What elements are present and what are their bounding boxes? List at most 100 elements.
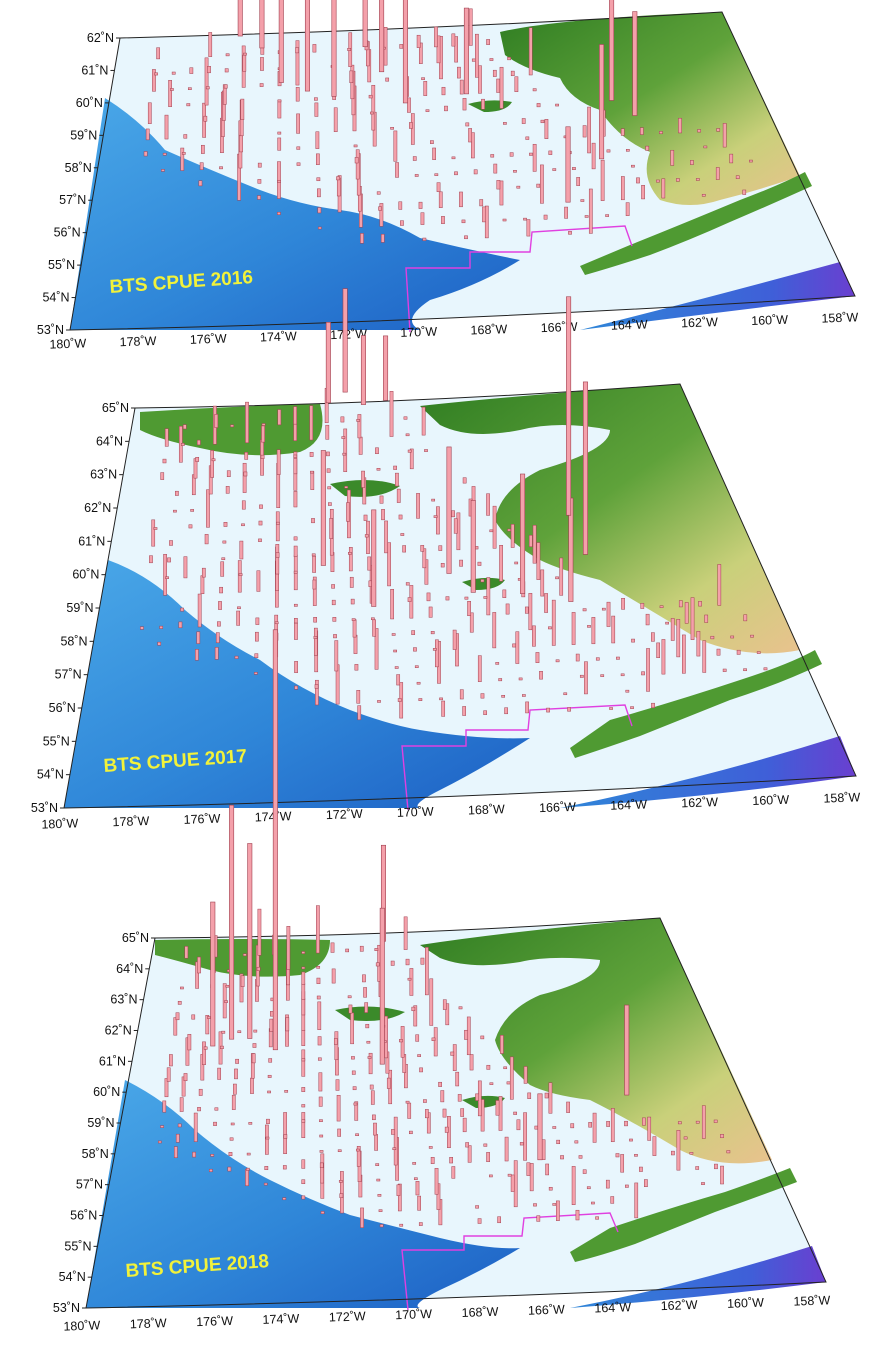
cpue-bar xyxy=(231,1094,236,1110)
cpue-bar xyxy=(468,128,472,143)
cpue-bar xyxy=(332,617,337,622)
cpue-bar-tall xyxy=(379,907,385,1065)
longitude-label: 174˚W xyxy=(262,1312,299,1327)
cpue-bar xyxy=(478,65,482,94)
cpue-bar xyxy=(629,1138,633,1142)
cpue-bar xyxy=(320,1211,325,1214)
cpue-bar xyxy=(497,1216,501,1224)
cpue-bar xyxy=(187,87,192,90)
cpue-bar xyxy=(584,661,588,695)
cpue-bar xyxy=(636,177,640,184)
cpue-bar-tall xyxy=(609,0,615,101)
cpue-bar-tall xyxy=(247,843,253,1039)
cpue-bar xyxy=(211,458,216,462)
cpue-bar xyxy=(645,613,650,626)
cpue-bar-tall xyxy=(565,126,571,203)
cpue-bar xyxy=(600,159,605,201)
cpue-bar-tall xyxy=(379,0,385,73)
cpue-bar xyxy=(492,69,497,77)
alaska-mainland xyxy=(420,384,800,654)
cpue-bar xyxy=(548,1186,553,1191)
cpue-bar xyxy=(423,81,428,96)
cpue-bar xyxy=(615,1153,620,1158)
cpue-bar xyxy=(234,655,239,659)
cpue-bar xyxy=(293,458,298,475)
cpue-bar xyxy=(696,631,701,657)
cpue-bar xyxy=(340,1171,344,1214)
cpue-bar xyxy=(678,117,682,134)
cpue-bar xyxy=(341,436,346,439)
longitude-label: 164˚W xyxy=(611,317,648,332)
cpue-bar xyxy=(434,26,438,48)
cpue-bar xyxy=(168,80,172,107)
cpue-bar xyxy=(469,612,474,633)
cpue-bar xyxy=(464,596,469,600)
cpue-bar xyxy=(378,206,382,211)
cpue-bar xyxy=(665,621,669,625)
cpue-bar xyxy=(595,657,600,661)
cpue-bar xyxy=(210,1154,215,1157)
cpue-bar xyxy=(697,129,701,133)
cpue-bar xyxy=(372,1114,376,1121)
cpue-bar xyxy=(661,639,666,675)
cpue-bar xyxy=(334,1031,339,1061)
cpue-bar xyxy=(393,649,397,653)
longitude-label: 168˚W xyxy=(470,322,507,337)
cpue-bar xyxy=(418,201,423,209)
alaska-peninsula xyxy=(580,172,812,275)
cpue-bar xyxy=(354,664,359,671)
cpue-bar xyxy=(245,1167,250,1171)
cpue-bar xyxy=(246,1152,251,1156)
cpue-bar xyxy=(390,589,394,620)
cpue-bar xyxy=(644,1179,648,1187)
cpue-bar xyxy=(233,1083,237,1095)
cpue-bar xyxy=(367,556,372,571)
cpue-bar xyxy=(223,84,228,89)
cpue-bar-tall xyxy=(210,901,216,1047)
cpue-bar xyxy=(238,573,243,576)
cpue-bar xyxy=(452,629,457,650)
cpue-bar xyxy=(217,1067,222,1080)
cpue-bar xyxy=(441,700,446,717)
cpue-bar xyxy=(405,433,410,437)
longitude-label: 172˚W xyxy=(330,327,367,342)
cpue-bar xyxy=(317,188,321,198)
cpue-bar xyxy=(301,1104,306,1108)
cpue-bar xyxy=(293,570,298,574)
management-boundary xyxy=(401,704,633,811)
cpue-bar xyxy=(422,237,427,241)
latitude-label: 64˚N xyxy=(96,434,123,448)
cpue-bar xyxy=(417,1195,421,1211)
cpue-bar xyxy=(391,1129,395,1135)
cpue-bar xyxy=(293,454,298,458)
cpue-bar-tall xyxy=(537,1093,543,1161)
cpue-bar xyxy=(243,52,247,56)
cpue-bar xyxy=(342,452,347,456)
cpue-bar xyxy=(301,1087,306,1092)
cpue-bar xyxy=(436,182,441,192)
cpue-bar xyxy=(416,34,421,48)
cpue-bar xyxy=(499,180,504,206)
cpue-bar xyxy=(659,131,663,135)
cpue-bar xyxy=(327,486,332,490)
cpue-bar xyxy=(259,83,264,87)
cpue-bar xyxy=(540,119,545,124)
cpue-bar xyxy=(301,1049,306,1077)
cpue-bar xyxy=(749,159,753,163)
cpue-bar xyxy=(293,545,298,557)
cpue-bar xyxy=(413,1177,418,1180)
cpue-bar xyxy=(514,76,519,92)
cpue-bar xyxy=(571,612,576,645)
cpue-bar xyxy=(486,493,490,516)
cpue-bar xyxy=(695,178,700,181)
cpue-bar xyxy=(164,114,169,140)
cpue-bar xyxy=(197,1107,201,1112)
cpue-bar xyxy=(180,147,185,171)
cpue-bar xyxy=(556,1200,560,1221)
cpue-bar xyxy=(188,524,193,529)
cpue-bar xyxy=(532,143,537,172)
cpue-bar xyxy=(461,219,466,224)
cpue-bar xyxy=(452,1044,457,1071)
cpue-bar xyxy=(702,640,707,673)
